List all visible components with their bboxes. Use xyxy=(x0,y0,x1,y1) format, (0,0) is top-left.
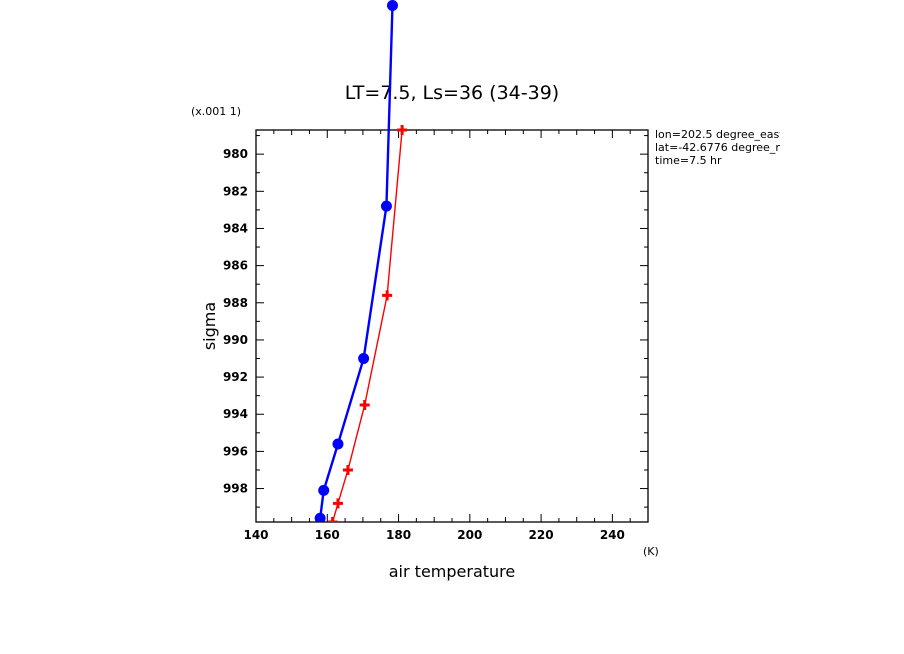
info-lon: lon=202.5 degree_east xyxy=(655,128,784,141)
series-1-point xyxy=(332,498,343,509)
y-tick-labels: 980 982 984 986 988 990 992 994 996 998 xyxy=(223,147,248,495)
x-tick-label: 140 xyxy=(243,528,268,542)
x-tick-labels: 140 160 180 200 220 240 xyxy=(243,528,624,542)
series-1-point xyxy=(342,464,353,475)
series-2-point xyxy=(380,200,392,212)
x-tick-label: 240 xyxy=(600,528,625,542)
info-annotations: lon=202.5 degree_east lat=-42.6776 degre… xyxy=(655,128,805,167)
y-tick-label: 996 xyxy=(223,444,248,458)
y-scale-note: (x.001 1) xyxy=(191,105,241,118)
series-1-point xyxy=(397,125,408,135)
series-2 xyxy=(314,0,398,522)
x-axis-label: air temperature xyxy=(389,562,515,581)
series-2-point xyxy=(314,512,326,522)
y-tick-label: 984 xyxy=(223,221,248,235)
y-tick-label: 980 xyxy=(223,147,248,161)
y-tick-label: 994 xyxy=(223,407,248,421)
series-2-point xyxy=(332,438,344,450)
axes xyxy=(255,129,649,523)
series-2-point xyxy=(358,353,370,365)
x-tick-label: 200 xyxy=(457,528,482,542)
series-2-point xyxy=(386,0,398,12)
x-unit-label: (K) xyxy=(643,545,659,558)
x-tick-label: 180 xyxy=(386,528,411,542)
series-2-point xyxy=(318,484,330,496)
y-tick-label: 992 xyxy=(223,370,248,384)
x-tick-label: 160 xyxy=(315,528,340,542)
x-tick-label: 220 xyxy=(529,528,554,542)
plot-frame xyxy=(255,129,649,523)
info-time: time=7.5 hr xyxy=(655,154,722,167)
series-layer xyxy=(314,0,408,522)
series-1-point xyxy=(382,290,393,301)
tick-marks xyxy=(255,130,648,522)
y-axis-label: sigma xyxy=(200,302,219,350)
chart-title: LT=7.5, Ls=36 (34-39) xyxy=(345,82,559,104)
y-tick-label: 988 xyxy=(223,296,248,310)
y-tick-label: 982 xyxy=(223,184,248,198)
series-1-point xyxy=(359,399,370,410)
y-tick-label: 998 xyxy=(223,482,248,496)
series-1 xyxy=(327,125,408,522)
y-tick-label: 990 xyxy=(223,333,248,347)
y-tick-label: 986 xyxy=(223,259,248,273)
info-lat: lat=-42.6776 degree_north xyxy=(655,141,805,154)
series-1-point xyxy=(327,517,338,522)
